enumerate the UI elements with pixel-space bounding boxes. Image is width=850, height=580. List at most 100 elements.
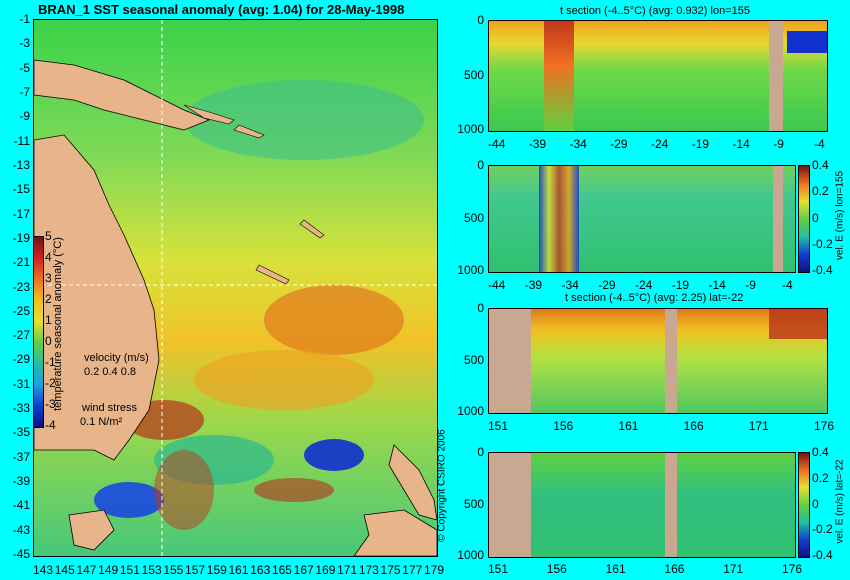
- panel-1-y-tick: 0: [477, 13, 484, 27]
- panel-3-x-tick: 166: [683, 419, 704, 433]
- map-y-tick: -13: [12, 157, 30, 172]
- map-canvas: [34, 20, 437, 556]
- panel-1-x-tick: -4: [814, 137, 825, 151]
- panel-1-y-tick: 500: [463, 67, 484, 82]
- map-y-tick: -25: [12, 303, 30, 318]
- panel-2-x-tick: -4: [782, 278, 793, 292]
- panel-1-title: t section (-4..5°C) (avg: 0.932) lon=155: [560, 5, 750, 17]
- t-section-lon-panel[interactable]: [488, 20, 828, 132]
- panel-2-x-tick: -29: [598, 278, 616, 292]
- panel-4-colorbar-tick: -0.2: [812, 522, 833, 537]
- panel-4-y-tick: 500: [463, 496, 484, 511]
- vel-colorbar-2: [798, 452, 810, 558]
- map-y-tick: -11: [13, 133, 30, 148]
- panel-4-x-axis: 151 156 161 166 171 176: [488, 562, 802, 577]
- panel-4-x-tick: 156: [546, 562, 567, 576]
- map-x-tick: 169: [315, 563, 336, 577]
- map-y-tick: -23: [12, 279, 30, 294]
- panel-4-y-tick: 1000: [457, 548, 484, 562]
- panel-4-colorbar-tick: 0.4: [812, 445, 829, 459]
- panel-2-x-tick: -9: [745, 278, 756, 292]
- map-colorbar-tick: 3: [45, 271, 52, 285]
- map-y-tick: -31: [12, 376, 30, 391]
- map-x-tick: 157: [185, 563, 206, 577]
- map-x-tick: 159: [206, 563, 227, 577]
- map-x-tick: 161: [228, 563, 249, 577]
- map-x-tick: 153: [141, 563, 162, 577]
- panel-4-colorbar-ticks: 0.4 0.2 0 -0.2 -0.4: [812, 445, 834, 562]
- map-colorbar-tick: -1: [45, 355, 56, 369]
- map-y-tick: -45: [12, 547, 30, 561]
- panel-2-colorbar-ticks: 0.4 0.2 0 -0.2 -0.4: [812, 158, 834, 277]
- panel-3-x-tick: 171: [748, 419, 769, 433]
- vel-section-lon-panel[interactable]: [488, 165, 796, 273]
- panel-1-x-axis: -44 -39 -34 -29 -24 -19 -14 -9 -4: [488, 137, 826, 152]
- map-colorbar: [33, 236, 44, 428]
- panel-1-x-tick: -44: [488, 137, 506, 151]
- map-x-tick: 165: [271, 563, 292, 577]
- panel-2-colorbar-tick: -0.4: [812, 263, 833, 277]
- velocity-legend-scale: 0.2 0.4 0.8: [84, 366, 136, 378]
- panel-4-x-tick: 151: [488, 562, 509, 576]
- panel-1-x-tick: -9: [773, 137, 784, 151]
- map-x-tick: 167: [293, 563, 314, 577]
- velocity-legend-label: velocity (m/s): [84, 352, 149, 364]
- panel-1-x-tick: -14: [732, 137, 750, 151]
- panel-1-x-tick: -34: [569, 137, 587, 151]
- panel-2-x-tick: -24: [635, 278, 653, 292]
- panel-4-x-tick: 176: [782, 562, 803, 576]
- panel-2-y-tick: 500: [463, 210, 484, 225]
- map-colorbar-tick: 5: [45, 229, 52, 243]
- panel-4-colorbar-tick: 0.2: [812, 470, 829, 485]
- map-title: BRAN_1 SST seasonal anomaly (avg: 1.04) …: [38, 2, 405, 17]
- vel-colorbar-1: [798, 165, 810, 273]
- map-x-tick: 155: [163, 563, 184, 577]
- vel-section-lat-panel[interactable]: [488, 452, 796, 558]
- map-y-tick: -7: [19, 84, 30, 99]
- panel-2-x-tick: -14: [708, 278, 726, 292]
- panel-4-colorbar-tick: 0: [812, 496, 819, 511]
- map-colorbar-tick: -2: [45, 376, 56, 390]
- map-y-tick: -39: [12, 474, 30, 489]
- panel-4-x-tick: 166: [664, 562, 685, 576]
- panel-2-x-tick: -34: [561, 278, 579, 292]
- panel-1-x-tick: -39: [528, 137, 547, 151]
- map-y-tick: -15: [12, 182, 30, 197]
- panel-2-colorbar-tick: 0.4: [812, 158, 829, 172]
- map-y-tick: -5: [19, 60, 30, 75]
- map-colorbar-label: temperature seasonal anomaly (°C): [52, 237, 64, 411]
- t-section-lat-panel[interactable]: [488, 308, 828, 414]
- panel-3-y-tick: 0: [477, 301, 484, 315]
- map-x-tick: 177: [402, 563, 423, 577]
- map-y-tick: -27: [12, 328, 30, 343]
- map-x-tick: 147: [76, 563, 97, 577]
- panel-4-y-axis: 0 500 1000: [448, 445, 486, 562]
- copyright-notice: © Copyright CSIRO 2006: [436, 429, 448, 542]
- panel-1-x-tick: -24: [651, 137, 669, 151]
- map-y-tick: -41: [12, 498, 30, 513]
- panel-2-y-axis: 0 500 1000: [448, 158, 486, 277]
- map-y-tick: -43: [12, 522, 30, 537]
- panel-3-x-tick: 176: [814, 419, 835, 433]
- panel-3-x-tick: 156: [553, 419, 574, 433]
- panel-4-colorbar-tick: -0.4: [812, 548, 833, 562]
- panel-2-colorbar-tick: -0.2: [812, 236, 833, 251]
- map-y-tick: -9: [19, 109, 30, 124]
- panel-3-x-axis: 151 156 161 166 171 176: [488, 419, 834, 434]
- map-y-tick: -29: [12, 352, 30, 367]
- panel-2-y-tick: 0: [477, 158, 484, 172]
- map-colorbar-tick: 0: [45, 334, 52, 348]
- panel-4-x-tick: 161: [605, 562, 626, 576]
- panel-4-colorbar-label: vel. E (m/s) lat=-22: [834, 459, 846, 544]
- sst-anomaly-map[interactable]: [33, 19, 438, 557]
- map-x-axis: 143 145 147 149 151 153 155 157 159 161 163 165 167 1…: [33, 563, 444, 578]
- panel-2-x-tick: -19: [671, 278, 690, 292]
- map-y-tick: -17: [12, 206, 30, 221]
- map-y-tick: -35: [12, 425, 30, 440]
- panel-4-x-tick: 171: [723, 562, 744, 576]
- map-y-tick: -1: [19, 12, 30, 26]
- map-y-tick: -33: [12, 401, 30, 416]
- wind-legend-scale: 0.1 N/m²: [80, 416, 123, 428]
- map-colorbar-tick: 2: [45, 292, 52, 306]
- panel-2-x-tick: -39: [524, 278, 543, 292]
